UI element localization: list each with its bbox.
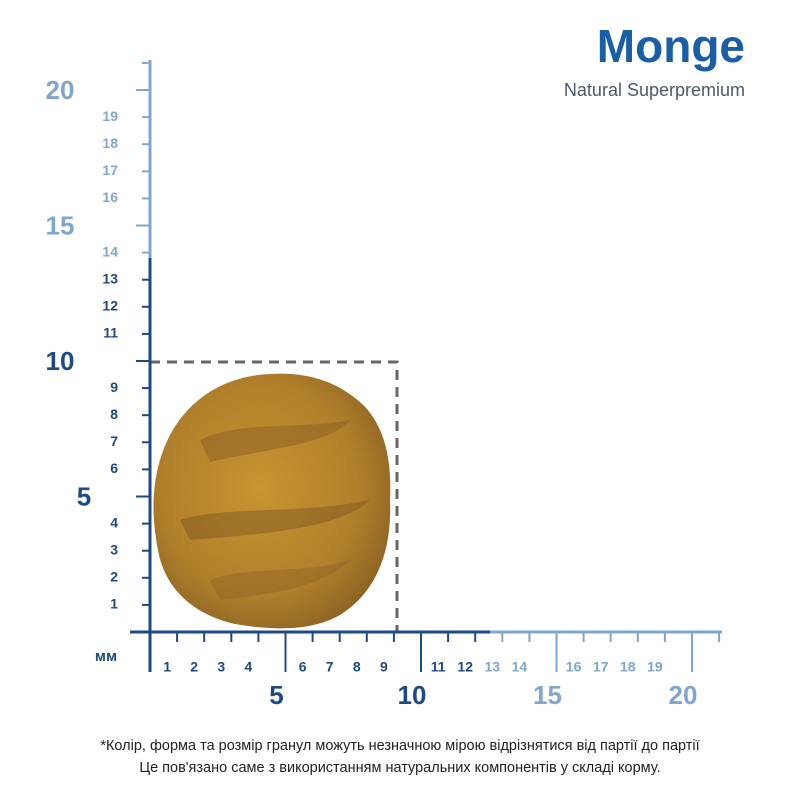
kibble bbox=[153, 373, 391, 629]
x-tick-label: 12 bbox=[457, 659, 473, 675]
unit: мм bbox=[95, 648, 117, 665]
x-tick-label: 19 bbox=[647, 659, 663, 675]
y-tick-label: 8 bbox=[110, 406, 118, 422]
brand: Monge bbox=[597, 20, 745, 72]
x-tick-label: 18 bbox=[620, 659, 636, 675]
y-tick-label: 7 bbox=[110, 433, 118, 449]
x-tick-label: 8 bbox=[353, 659, 361, 675]
y-tick-label: 6 bbox=[110, 460, 118, 476]
y-tick-label: 13 bbox=[102, 270, 118, 286]
y-tick-label: 2 bbox=[110, 569, 118, 585]
y-tick-label: 12 bbox=[102, 298, 118, 314]
tagline: Natural Superpremium bbox=[564, 80, 745, 100]
y-tick-label: 3 bbox=[110, 541, 118, 557]
footnote: Це пов'язано саме з використанням натура… bbox=[139, 760, 660, 776]
y-major-label: 5 bbox=[77, 481, 91, 511]
x-tick-label: 6 bbox=[299, 659, 307, 675]
y-tick-label: 4 bbox=[110, 514, 118, 530]
y-tick-label: 19 bbox=[102, 108, 118, 124]
footnote: *Колір, форма та розмір гранул можуть не… bbox=[100, 738, 699, 754]
size-box bbox=[148, 360, 399, 634]
y-tick-label: 1 bbox=[110, 596, 118, 612]
x-tick-label: 13 bbox=[485, 659, 501, 675]
x-tick-label: 16 bbox=[566, 659, 582, 675]
x-major-label: 20 bbox=[669, 680, 698, 710]
x-major-label: 10 bbox=[398, 680, 427, 710]
y-major-label: 10 bbox=[46, 346, 75, 376]
x-tick-label: 2 bbox=[190, 659, 198, 675]
x-major-label: 5 bbox=[269, 680, 283, 710]
y-major-label: 15 bbox=[46, 210, 75, 240]
y-tick-label: 18 bbox=[102, 135, 118, 151]
x-tick-label: 7 bbox=[326, 659, 334, 675]
x-major-label: 15 bbox=[533, 680, 562, 710]
x-tick-label: 3 bbox=[217, 659, 225, 675]
y-major-label: 20 bbox=[46, 75, 75, 105]
y-tick-label: 11 bbox=[103, 325, 118, 341]
x-tick-label: 11 bbox=[431, 659, 446, 675]
y-tick-label: 9 bbox=[110, 379, 118, 395]
y-tick-label: 17 bbox=[102, 162, 118, 178]
x-tick-label: 17 bbox=[593, 659, 609, 675]
y-tick-label: 16 bbox=[102, 189, 118, 205]
y-tick-label: 14 bbox=[102, 243, 118, 259]
x-tick-label: 1 bbox=[163, 659, 171, 675]
x-tick-label: 4 bbox=[245, 659, 253, 675]
x-tick-label: 14 bbox=[512, 659, 528, 675]
x-tick-label: 9 bbox=[380, 659, 388, 675]
